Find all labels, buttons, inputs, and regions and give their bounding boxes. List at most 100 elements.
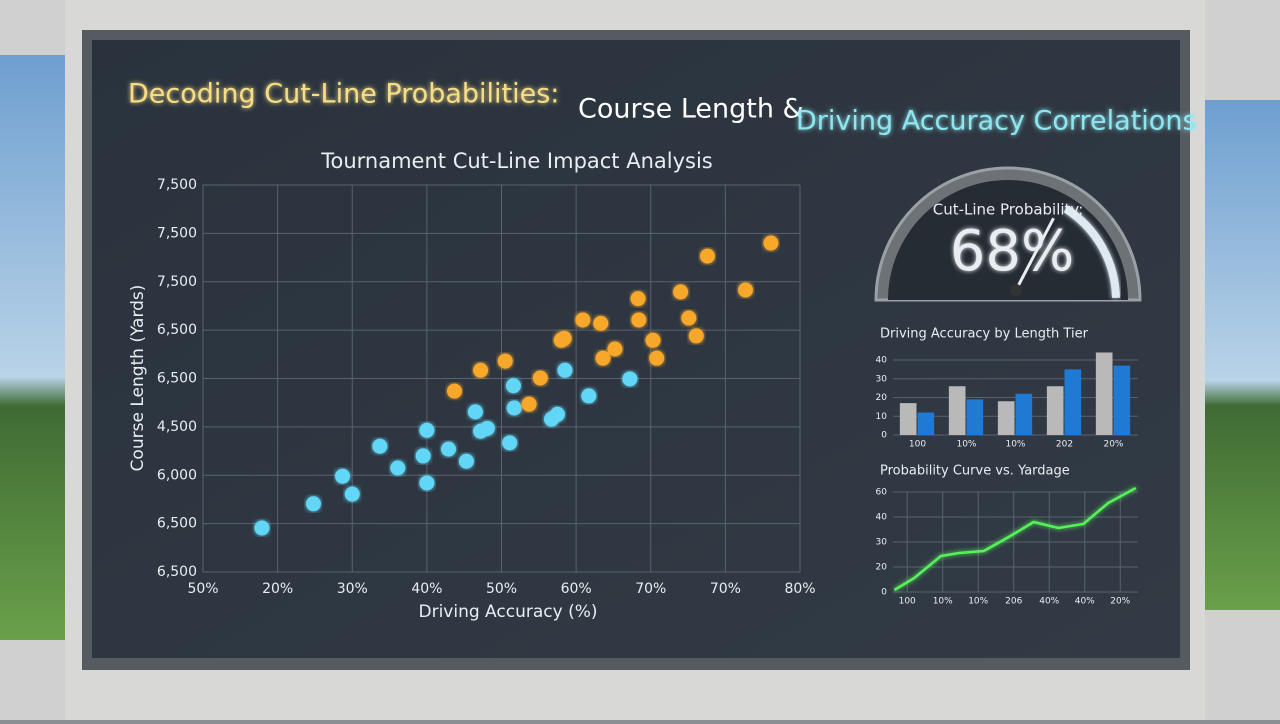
bar — [1113, 365, 1131, 435]
point — [593, 315, 609, 331]
point — [254, 520, 270, 536]
gauge-hub — [1010, 284, 1022, 296]
x-tick-label: 202 — [1056, 440, 1073, 450]
point — [630, 291, 646, 307]
page-title: Driving Accuracy Correlations — [796, 106, 1197, 137]
bar — [1064, 369, 1082, 435]
bar — [997, 401, 1015, 435]
point — [521, 396, 537, 412]
bar — [1095, 352, 1113, 435]
point — [549, 406, 565, 422]
bar — [917, 412, 935, 435]
x-tick-label: 100 — [909, 440, 926, 450]
chart-title: Tournament Cut-Line Impact Analysis — [320, 149, 713, 173]
x-tick-label: 206 — [1005, 597, 1022, 607]
point — [505, 378, 521, 394]
x-tick-label: 40% — [1039, 597, 1059, 607]
x-tick-label: 60% — [561, 581, 592, 597]
point — [738, 282, 754, 298]
bar — [1015, 393, 1033, 435]
y-tick-label: 0 — [881, 588, 887, 598]
y-tick-label: 7,500 — [157, 274, 197, 290]
point — [344, 486, 360, 502]
point — [607, 341, 623, 357]
gauge-value: 68% — [950, 219, 1074, 284]
point — [631, 312, 647, 328]
y-tick-label: 6,500 — [157, 516, 197, 532]
y-tick-label: 7,500 — [157, 177, 197, 193]
chart-title: Driving Accuracy by Length Tier — [880, 327, 1089, 342]
point — [649, 350, 665, 366]
point — [335, 468, 351, 484]
point — [673, 284, 689, 300]
page-title: Course Length & — [578, 94, 804, 125]
x-tick-label: 10% — [956, 440, 976, 450]
window-left — [0, 55, 70, 640]
point — [532, 370, 548, 386]
point — [575, 312, 591, 328]
page-title: Decoding Cut-Line Probabilities: — [128, 79, 559, 110]
x-tick-label: 70% — [635, 581, 666, 597]
y-tick-label: 6,500 — [157, 371, 197, 387]
gauge-label: Cut-Line Probability: — [933, 201, 1084, 219]
point — [390, 460, 406, 476]
window-right — [1200, 100, 1280, 610]
bar — [1046, 386, 1064, 435]
y-tick-label: 40 — [876, 513, 888, 523]
x-tick-label: 10% — [968, 597, 988, 607]
point — [441, 441, 457, 457]
point — [688, 328, 704, 344]
x-tick-label: 10% — [933, 597, 953, 607]
x-axis-label: Driving Accuracy (%) — [419, 602, 598, 622]
x-tick-label: 10% — [1005, 440, 1025, 450]
point — [645, 332, 661, 348]
y-tick-label: 60 — [876, 488, 888, 498]
point — [305, 496, 321, 512]
y-tick-label: 0 — [881, 431, 887, 441]
point — [557, 362, 573, 378]
chart-title: Probability Curve vs. Yardage — [880, 464, 1070, 479]
x-tick-label: 20% — [262, 581, 293, 597]
x-tick-label: 20% — [1110, 597, 1130, 607]
point — [479, 420, 495, 436]
point — [556, 330, 572, 346]
bar — [899, 403, 917, 435]
bar — [966, 399, 984, 435]
x-tick-label: 50% — [486, 581, 517, 597]
y-tick-label: 6,000 — [157, 467, 197, 483]
point — [419, 422, 435, 438]
point — [502, 435, 518, 451]
point — [763, 235, 779, 251]
point — [415, 448, 431, 464]
x-tick-label: 50% — [187, 581, 218, 597]
y-axis-label: Course Length (Yards) — [128, 285, 148, 472]
point — [467, 404, 483, 420]
y-tick-label: 7,500 — [157, 225, 197, 241]
x-tick-label: 30% — [337, 581, 368, 597]
point — [595, 350, 611, 366]
x-tick-label: 20% — [1103, 440, 1123, 450]
y-tick-label: 20 — [876, 393, 888, 403]
point — [581, 388, 597, 404]
point — [506, 400, 522, 416]
x-tick-label: 100 — [899, 597, 916, 607]
point — [699, 248, 715, 264]
y-tick-label: 20 — [876, 563, 888, 573]
gauge-fill — [1063, 205, 1120, 298]
point — [372, 438, 388, 454]
bar — [948, 386, 966, 435]
point — [622, 371, 638, 387]
y-tick-label: 30 — [876, 538, 888, 548]
y-tick-label: 4,500 — [157, 419, 197, 435]
x-tick-label: 80% — [784, 581, 815, 597]
y-tick-label: 6,500 — [157, 322, 197, 338]
y-tick-label: 40 — [876, 356, 888, 366]
x-tick-label: 40% — [411, 581, 442, 597]
y-tick-label: 10 — [876, 412, 888, 422]
point — [497, 353, 513, 369]
point — [419, 475, 435, 491]
point — [473, 362, 489, 378]
x-tick-label: 70% — [710, 581, 741, 597]
screen — [92, 40, 1180, 658]
